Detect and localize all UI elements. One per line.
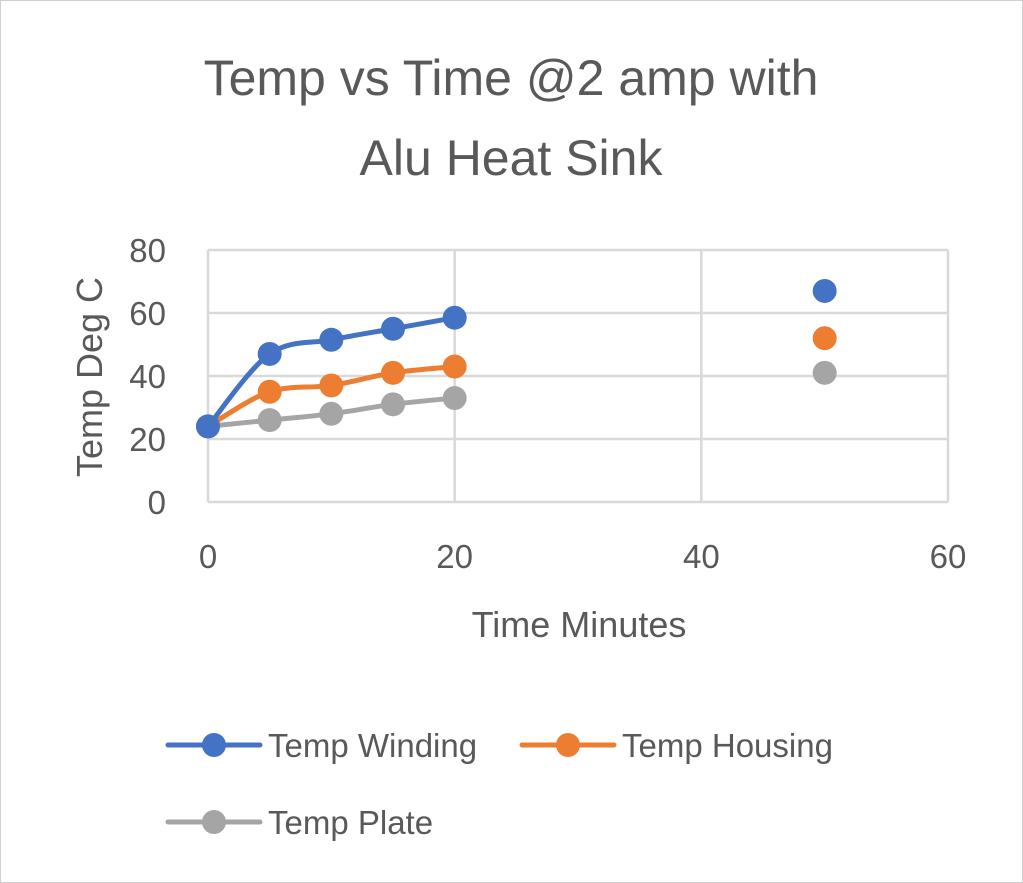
data-point bbox=[812, 278, 837, 303]
data-point bbox=[812, 326, 837, 351]
data-point bbox=[442, 305, 467, 330]
chart-title-line-1: Temp vs Time @2 amp with bbox=[204, 50, 819, 106]
gridlines bbox=[206, 248, 950, 504]
data-point bbox=[381, 316, 405, 341]
legend-marker bbox=[202, 810, 226, 834]
series-layer bbox=[196, 278, 837, 439]
chart-title-line-2: Alu Heat Sink bbox=[360, 130, 664, 186]
data-point bbox=[442, 386, 467, 411]
legend-item-0: Temp Winding bbox=[165, 727, 477, 764]
data-point bbox=[319, 327, 344, 352]
x-tick-label: 20 bbox=[436, 538, 473, 575]
legend-label: Temp Plate bbox=[268, 804, 433, 841]
data-point bbox=[381, 360, 405, 385]
x-tick-label: 40 bbox=[683, 538, 720, 575]
legend-item-1: Temp Housing bbox=[519, 727, 833, 764]
data-point bbox=[381, 392, 405, 417]
series-2 bbox=[196, 360, 837, 439]
x-axis-tick-labels: 0 20 40 60 bbox=[199, 538, 967, 575]
y-tick-label: 20 bbox=[129, 421, 166, 458]
x-axis-title: Time Minutes bbox=[472, 604, 687, 645]
y-tick-label: 40 bbox=[129, 358, 166, 395]
y-axis-tick-labels: 0 20 40 60 80 bbox=[129, 232, 166, 521]
data-point bbox=[257, 341, 282, 366]
y-tick-label: 80 bbox=[129, 232, 166, 269]
legend-item-2: Temp Plate bbox=[165, 804, 433, 841]
legend: Temp Winding Temp Housing Temp Plate bbox=[165, 727, 833, 841]
legend-marker bbox=[556, 733, 580, 757]
legend-marker bbox=[202, 733, 226, 757]
x-tick-label: 60 bbox=[930, 538, 967, 575]
chart-title: Temp vs Time @2 amp with Alu Heat Sink bbox=[204, 50, 819, 186]
y-tick-label: 0 bbox=[148, 484, 166, 521]
y-tick-label: 60 bbox=[129, 295, 166, 332]
data-point bbox=[442, 354, 467, 379]
series-0 bbox=[196, 278, 837, 439]
legend-label: Temp Housing bbox=[622, 727, 833, 764]
data-point bbox=[319, 401, 344, 426]
data-point bbox=[257, 379, 282, 404]
legend-label: Temp Winding bbox=[268, 727, 477, 764]
data-point bbox=[196, 414, 220, 439]
data-point bbox=[319, 373, 344, 398]
x-tick-label: 0 bbox=[199, 538, 217, 575]
y-axis-title: Temp Deg C bbox=[69, 277, 110, 477]
data-point bbox=[257, 408, 282, 433]
data-point bbox=[812, 360, 837, 385]
